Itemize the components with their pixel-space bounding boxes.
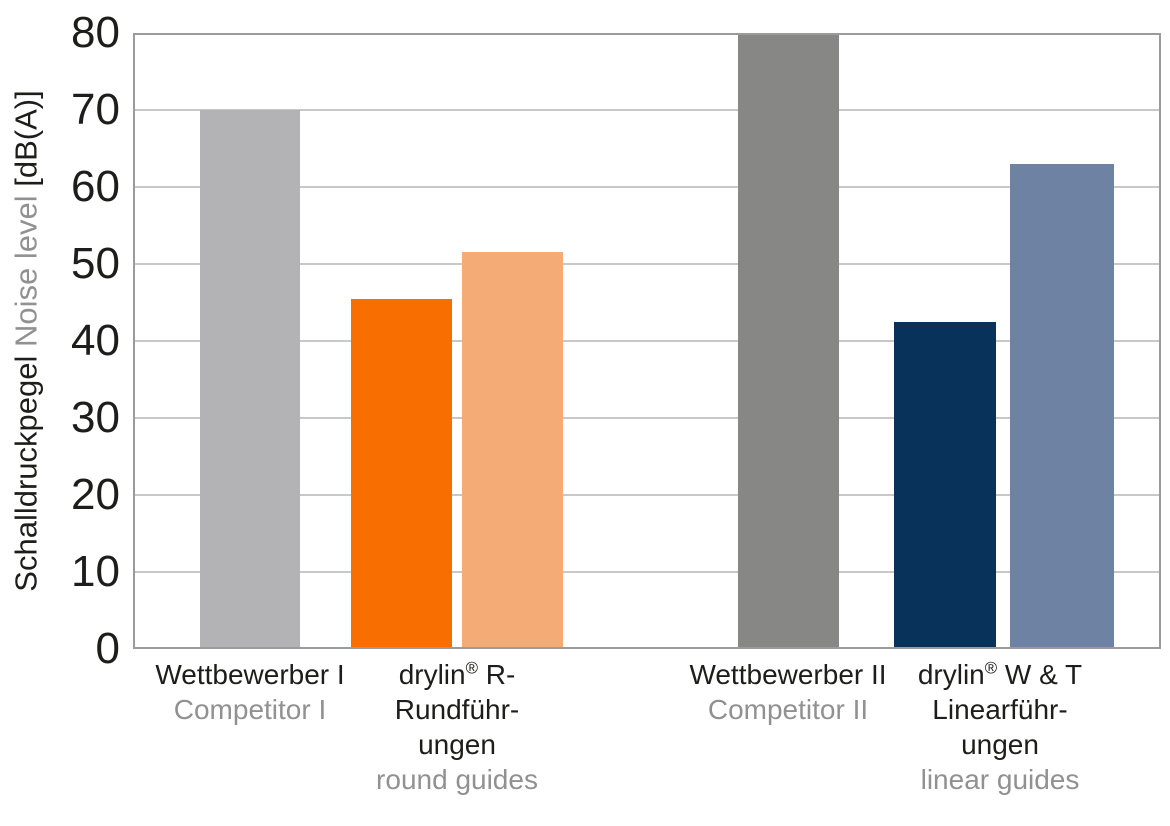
bar-drylin-r-dark [351, 299, 452, 649]
category-label-drylin-r-line-4: round guides [376, 764, 538, 795]
y-tick-10: 10 [71, 547, 120, 596]
gridline-20 [133, 494, 1161, 496]
bar-drylin-r-light [462, 252, 563, 649]
gridline-70 [133, 109, 1161, 111]
category-label-drylin-wt-line-1: drylin® W & T [917, 658, 1083, 690]
gridline-60 [133, 186, 1161, 188]
category-label-competitor-1: Wettbewerber I Competitor I [90, 657, 410, 727]
bar-drylin-wt-blue [1010, 164, 1114, 649]
category-label-competitor-2-line-2: Competitor II [707, 694, 869, 725]
y-tick-30: 30 [71, 393, 120, 442]
bar-drylin-wt-navy [894, 322, 996, 649]
category-label-competitor-2-line-1: Wettbewerber II [689, 659, 887, 690]
y-tick-80: 80 [71, 8, 120, 57]
y-tick-0: 0 [95, 624, 120, 673]
category-label-drylin-wt-line-2: Linearführ- [932, 694, 1068, 725]
gridline-40 [133, 340, 1161, 342]
gridline-50 [133, 263, 1161, 265]
registered-trademark-symbol: ® [465, 658, 478, 678]
plot-area [133, 33, 1161, 649]
category-label-drylin-r-line-3: ungen [418, 729, 496, 760]
category-label-drylin-wt-line-4: linear guides [920, 764, 1080, 795]
category-label-drylin-wt-line-3: ungen [961, 729, 1039, 760]
y-tick-60: 60 [71, 162, 120, 211]
y-tick-50: 50 [71, 239, 120, 288]
category-label-drylin-r-line-2: Rundführ- [394, 694, 520, 725]
x-axis-category-labels: Wettbewerber I Competitor I drylin® R- Rund… [0, 657, 1170, 826]
category-label-competitor-1-line-2: Competitor I [173, 694, 327, 725]
gridline-30 [133, 417, 1161, 419]
y-tick-40: 40 [71, 316, 120, 365]
y-axis-tick-labels: 0 10 20 30 40 50 60 70 80 [0, 11, 120, 671]
category-label-competitor-1-line-1: Wettbewerber I [155, 659, 345, 690]
category-label-drylin-wt: drylin® W & T Linearführ-ungen linear guid… [840, 657, 1160, 797]
y-tick-70: 70 [71, 85, 120, 134]
gridline-10 [133, 571, 1161, 573]
y-tick-20: 20 [71, 470, 120, 519]
category-label-competitor-2: Wettbewerber II Competitor II [628, 657, 948, 727]
registered-trademark-symbol: ® [984, 658, 998, 678]
bar-competitor-1 [200, 110, 300, 649]
category-label-drylin-r-line-1: drylin® R- [398, 658, 516, 690]
bar-competitor-2 [738, 33, 839, 649]
category-label-drylin-r: drylin® R- Rundführ-ungen round guides [297, 657, 617, 797]
